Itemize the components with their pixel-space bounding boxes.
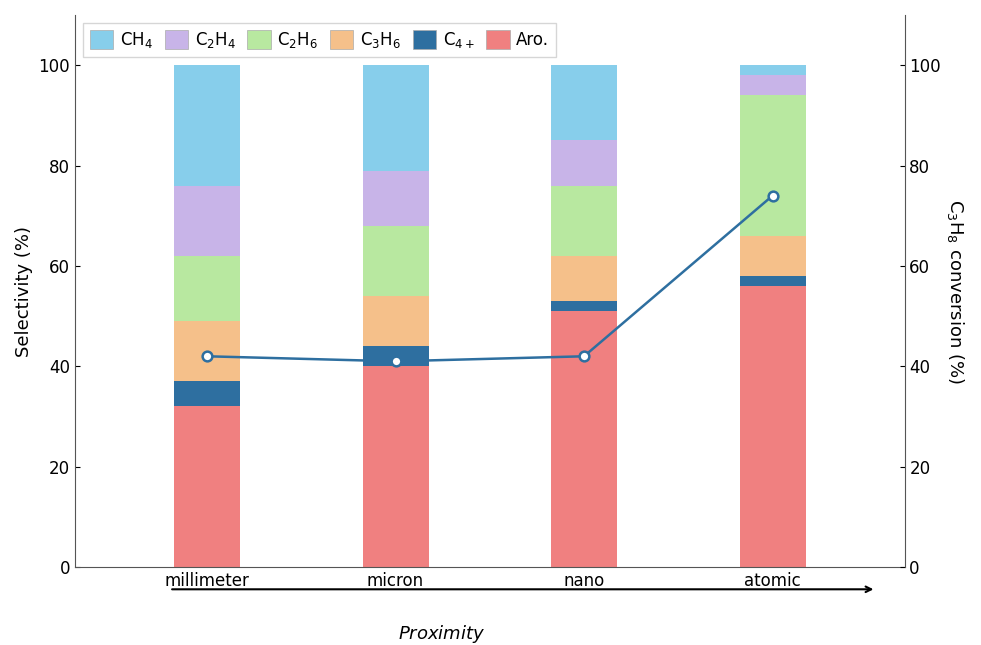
Bar: [551, 301, 617, 311]
Bar: [363, 170, 429, 226]
Bar: [174, 256, 240, 321]
Y-axis label: Selectivity (%): Selectivity (%): [15, 226, 33, 357]
Text: $\mathit{Proximity}$: $\mathit{Proximity}$: [397, 622, 486, 644]
Bar: [363, 65, 429, 170]
Bar: [740, 276, 805, 286]
Bar: [174, 406, 240, 567]
Bar: [174, 186, 240, 256]
Bar: [551, 186, 617, 256]
Bar: [174, 381, 240, 406]
Bar: [363, 296, 429, 346]
Bar: [740, 65, 805, 75]
Bar: [740, 286, 805, 567]
Bar: [740, 95, 805, 236]
Bar: [363, 226, 429, 296]
Bar: [363, 346, 429, 366]
Bar: [174, 321, 240, 381]
Bar: [551, 141, 617, 186]
Bar: [174, 65, 240, 186]
Bar: [740, 236, 805, 276]
Bar: [551, 256, 617, 301]
Bar: [363, 366, 429, 567]
Bar: [551, 311, 617, 567]
Bar: [740, 75, 805, 95]
Y-axis label: C$_3$H$_8$ conversion (%): C$_3$H$_8$ conversion (%): [945, 199, 966, 383]
Bar: [551, 65, 617, 141]
Legend: CH$_4$, C$_2$H$_4$, C$_2$H$_6$, C$_3$H$_6$, C$_{4+}$, Aro.: CH$_4$, C$_2$H$_4$, C$_2$H$_6$, C$_3$H$_…: [83, 23, 556, 57]
